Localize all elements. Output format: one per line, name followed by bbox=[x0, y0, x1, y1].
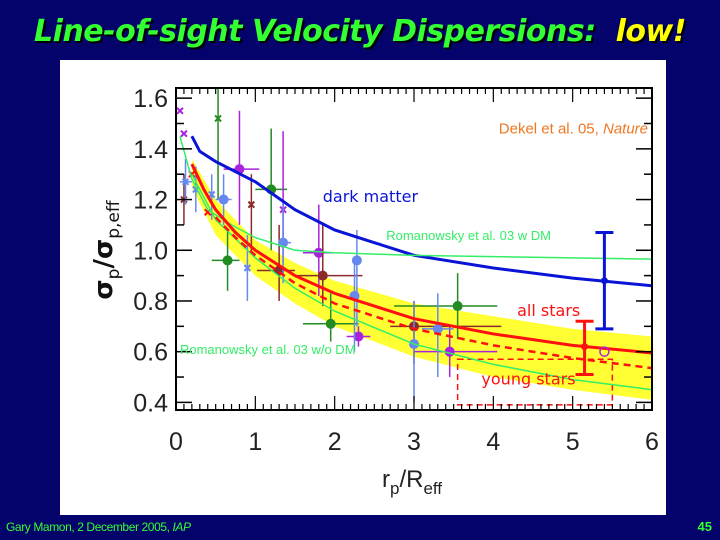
citation-journal: Nature bbox=[603, 121, 648, 138]
open-data-point bbox=[599, 346, 610, 357]
y-axis-label: σp/σp,eff bbox=[89, 199, 124, 299]
data-point bbox=[218, 194, 229, 205]
data-point-cross bbox=[243, 264, 252, 272]
citation-text: Dekel et al. 05, bbox=[499, 121, 603, 138]
x-axis-label-part: eff bbox=[423, 479, 442, 498]
data-point bbox=[317, 270, 328, 281]
data-point-cross bbox=[180, 129, 188, 138]
footer-venue: IAP bbox=[172, 520, 191, 534]
data-point bbox=[353, 331, 364, 342]
y-axis-label-part: p bbox=[104, 269, 124, 280]
y-tick-label: 1.0 bbox=[133, 237, 168, 265]
data-point bbox=[452, 301, 463, 312]
title-main: Line-of-sight Velocity Dispersions: bbox=[34, 14, 596, 49]
footer-credit: Gary Mamon, 2 December 2005, IAP bbox=[6, 520, 191, 534]
data-point bbox=[351, 255, 362, 266]
x-axis-label-part: /R bbox=[399, 466, 423, 493]
y-axis-label-part: σ bbox=[89, 279, 119, 299]
series-all-stars bbox=[190, 163, 652, 355]
all-stars-error-point bbox=[581, 343, 589, 351]
y-axis-label-part: p,eff bbox=[104, 199, 124, 239]
series-label: Romanowsky et al. 03 w/o DM bbox=[180, 342, 356, 357]
series-young-stars bbox=[214, 216, 652, 370]
x-tick-label: 3 bbox=[407, 428, 421, 456]
slide-title: Line-of-sight Velocity Dispersions: low! bbox=[0, 14, 720, 49]
x-tick-label: 1 bbox=[248, 428, 262, 456]
series-romanowsky-et-al-03-w-o-dm bbox=[191, 173, 652, 391]
series-label: dark matter bbox=[323, 187, 419, 206]
series-label: all stars bbox=[517, 301, 580, 320]
y-tick-label: 1.6 bbox=[133, 85, 168, 113]
series-label: young stars bbox=[481, 370, 575, 389]
plot-area bbox=[176, 88, 652, 406]
data-point-cross bbox=[176, 107, 184, 115]
page-number: 45 bbox=[697, 519, 712, 534]
x-tick-label: 0 bbox=[169, 428, 183, 456]
y-tick-label: 0.6 bbox=[133, 339, 168, 367]
data-point bbox=[432, 323, 443, 334]
y-tick-label: 0.4 bbox=[133, 389, 168, 417]
y-tick-label: 0.8 bbox=[133, 288, 168, 316]
x-axis-label-part: r bbox=[382, 466, 390, 493]
series-label: Romanowsky et al. 03 w DM bbox=[386, 228, 551, 243]
x-axis-label: rp/Reff bbox=[382, 466, 442, 498]
data-point-cross bbox=[207, 190, 216, 199]
series-dark-matter bbox=[190, 135, 652, 288]
x-axis-label-part: p bbox=[390, 479, 399, 498]
y-tick-label: 1.2 bbox=[133, 187, 168, 215]
title-highlight: low! bbox=[615, 14, 687, 49]
dark-matter-error-point bbox=[600, 277, 608, 285]
data-point-cross bbox=[247, 200, 256, 209]
x-tick-label: 4 bbox=[486, 428, 500, 456]
x-tick-label: 2 bbox=[328, 428, 342, 456]
x-tick-label: 5 bbox=[566, 428, 580, 456]
citation-label: Dekel et al. 05, Nature bbox=[499, 121, 648, 138]
y-tick-label: 1.4 bbox=[133, 136, 168, 164]
figure-panel bbox=[60, 60, 666, 515]
series-romanowsky-et-al-03-w-dm bbox=[179, 135, 652, 260]
x-tick-label: 6 bbox=[645, 428, 659, 456]
y-axis-label-part: /σ bbox=[89, 239, 119, 269]
data-point-cross bbox=[214, 114, 222, 123]
data-point bbox=[313, 247, 324, 258]
data-point bbox=[325, 318, 336, 329]
data-point-cross bbox=[181, 178, 190, 186]
data-point bbox=[222, 255, 233, 266]
footer-author: Gary Mamon, 2 December 2005, bbox=[6, 520, 173, 534]
